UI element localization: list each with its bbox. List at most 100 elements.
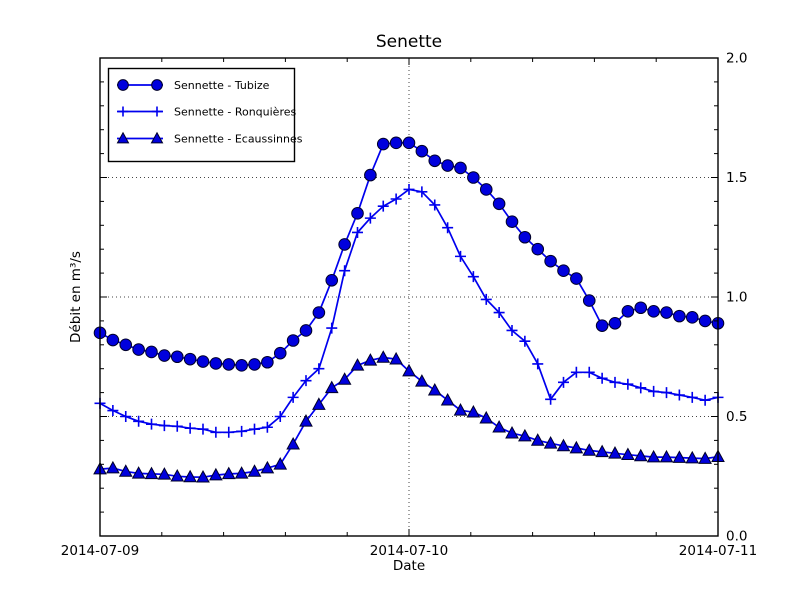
plus-marker — [648, 385, 660, 397]
triangle-marker — [131, 466, 146, 479]
plus-marker — [313, 363, 325, 375]
plus-marker — [377, 200, 389, 212]
plus-marker — [403, 183, 415, 195]
plus-marker — [699, 394, 711, 406]
triangle-marker — [221, 466, 236, 480]
legend-entry-label: Sennette - Ecaussinnes — [174, 133, 303, 146]
plus-marker — [467, 271, 479, 283]
triangle-marker — [376, 350, 391, 363]
circle-marker — [621, 305, 635, 318]
circle-marker — [634, 301, 648, 315]
circle-marker — [286, 334, 300, 347]
triangle-marker — [672, 450, 687, 463]
y-axis-label: Débit en m³/s — [68, 251, 84, 343]
circle-marker — [376, 137, 390, 151]
plus-marker — [596, 372, 608, 384]
plus-marker — [609, 376, 621, 388]
series-sennette-tubize — [93, 136, 725, 372]
circle-marker — [222, 358, 236, 371]
triangle-marker — [582, 443, 597, 456]
triangle-marker — [273, 457, 288, 470]
circle-marker — [428, 154, 442, 168]
triangle-marker — [299, 414, 313, 427]
triangle-marker — [247, 464, 262, 477]
triangle-marker — [518, 428, 532, 442]
y-tick-label: 0.5 — [726, 409, 747, 425]
circle-marker — [479, 183, 493, 196]
triangle-marker — [427, 382, 442, 396]
triangle-marker — [144, 466, 159, 480]
circle-marker — [261, 355, 274, 369]
circle-marker — [364, 168, 377, 182]
plus-marker — [339, 265, 351, 277]
triangle-marker — [415, 374, 429, 387]
circle-marker — [647, 305, 660, 318]
circle-marker — [299, 324, 313, 337]
plus-marker — [480, 293, 492, 305]
circle-marker — [557, 264, 570, 278]
plus-marker — [545, 393, 557, 405]
circle-marker — [235, 359, 248, 372]
y-tick-label: 1.5 — [726, 170, 747, 186]
axis-ticks — [99, 57, 719, 537]
triangle-marker — [106, 460, 120, 474]
plus-marker — [390, 193, 402, 205]
triangle-marker — [505, 425, 519, 439]
plus-marker — [686, 391, 698, 403]
circle-marker — [505, 215, 519, 229]
plus-marker — [673, 389, 685, 401]
triangle-marker — [646, 449, 661, 463]
circle-marker — [441, 159, 454, 172]
circle-marker — [660, 306, 673, 319]
plus-marker — [184, 422, 196, 434]
plus-marker — [442, 222, 454, 234]
plus-marker — [300, 375, 312, 387]
triangle-marker — [170, 469, 185, 482]
triangle-marker — [492, 420, 506, 433]
plus-marker — [622, 378, 634, 390]
circle-marker — [325, 273, 339, 287]
triangle-marker — [595, 444, 609, 458]
triangle-marker — [633, 448, 648, 462]
plus-marker — [583, 366, 595, 378]
triangle-marker — [157, 467, 172, 480]
circle-marker — [673, 309, 686, 323]
x-tick-label: 2014-07-09 — [61, 543, 139, 559]
triangle-marker — [402, 363, 416, 377]
plus-marker — [261, 421, 273, 433]
circle-marker — [415, 144, 429, 158]
circle-marker — [338, 238, 351, 251]
circle-marker — [196, 355, 210, 368]
plus-marker — [493, 307, 505, 319]
plus-marker — [151, 106, 163, 117]
circle-marker — [106, 333, 120, 347]
circle-marker — [151, 79, 163, 91]
circle-marker — [467, 171, 480, 184]
triangle-marker — [196, 469, 210, 483]
circle-marker — [183, 352, 197, 366]
plus-marker — [133, 415, 145, 427]
triangle-marker — [608, 446, 622, 459]
plus-marker — [455, 250, 466, 262]
plus-marker — [274, 411, 286, 422]
circle-marker — [119, 338, 133, 352]
circle-marker — [518, 230, 532, 244]
plus-marker — [210, 426, 222, 438]
plus-marker — [120, 411, 132, 422]
plus-marker — [429, 199, 441, 211]
triangle-marker — [118, 464, 133, 477]
triangle-marker — [466, 404, 481, 418]
circle-marker — [273, 346, 287, 360]
triangle-marker — [183, 469, 197, 483]
gridlines — [100, 58, 718, 536]
triangle-marker — [659, 449, 674, 463]
circle-marker — [248, 358, 261, 371]
circle-marker — [117, 79, 129, 91]
plus-marker — [570, 366, 582, 378]
circle-marker — [492, 197, 506, 211]
circle-marker — [402, 136, 416, 150]
plus-marker — [197, 423, 209, 435]
circle-marker — [595, 319, 609, 332]
plus-marker — [146, 418, 157, 430]
legend-entry-label: Sennette - Tubize — [174, 79, 270, 92]
